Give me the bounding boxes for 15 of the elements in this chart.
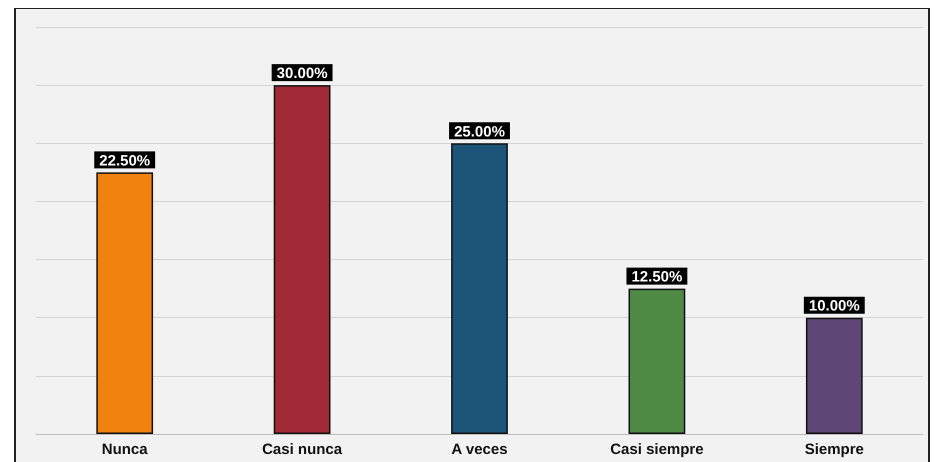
x-tick-label: Casi siempre [610,441,704,458]
data-label: 22.50% [99,152,150,170]
bar [274,85,330,434]
data-label: 25.00% [454,123,505,140]
x-tick-label: Nunca [102,441,148,458]
x-tick-label: Casi nunca [262,441,343,458]
bar [451,143,508,434]
data-label: 30.00% [276,65,328,82]
data-label: 12.50% [631,268,682,286]
bar [628,288,686,434]
data-label: 10.00% [808,298,860,315]
bar [806,318,863,434]
bar [96,172,154,434]
x-tick-label: A veces [451,441,508,458]
x-tick-label: Siempre [804,441,864,458]
